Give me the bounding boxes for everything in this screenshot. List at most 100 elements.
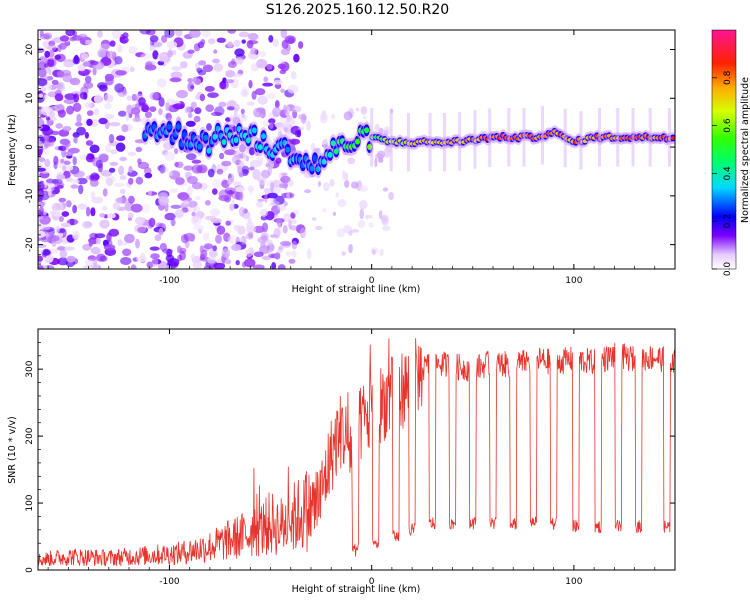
noise-speckle xyxy=(261,255,272,261)
noise-speckle xyxy=(283,179,288,191)
noise-speckle xyxy=(112,30,122,39)
snr-ticks: -100 0 100 0 100 200 300 xyxy=(25,328,676,587)
noise-speckle xyxy=(174,148,179,155)
ridge-streak xyxy=(443,112,446,172)
colorbar-tick-label: 0.6 xyxy=(723,118,733,133)
noise-speckle xyxy=(377,157,384,163)
noise-speckle xyxy=(116,135,126,142)
snr-panel: -100 0 100 0 100 200 300 Height of straight li… xyxy=(7,328,676,595)
noise-speckle xyxy=(311,217,317,221)
noise-speckle xyxy=(194,107,202,115)
noise-speckle xyxy=(64,93,77,100)
noise-speckle xyxy=(317,181,322,187)
noise-speckle xyxy=(244,258,256,268)
noise-speckle xyxy=(177,254,183,262)
noise-speckle xyxy=(45,253,54,263)
noise-speckle xyxy=(118,241,129,246)
noise-speckle xyxy=(115,142,126,152)
noise-speckle xyxy=(359,208,365,220)
noise-speckle xyxy=(294,130,301,138)
noise-speckle xyxy=(348,243,353,254)
noise-speckle xyxy=(344,172,349,182)
noise-speckle xyxy=(225,79,234,84)
noise-speckle xyxy=(53,155,59,166)
noise-speckle xyxy=(115,70,127,76)
noise-speckle xyxy=(137,158,142,165)
noise-speckle xyxy=(64,246,75,251)
noise-speckle xyxy=(127,212,134,219)
noise-speckle xyxy=(109,40,116,47)
noise-speckle xyxy=(179,61,188,69)
noise-speckle xyxy=(246,40,254,49)
colorbar-tick-label: 0.8 xyxy=(723,70,733,85)
noise-speckle xyxy=(149,44,156,52)
noise-speckle xyxy=(76,113,82,124)
noise-speckle xyxy=(225,220,232,226)
noise-speckle xyxy=(69,218,75,226)
noise-speckle xyxy=(92,174,100,180)
noise-speckle xyxy=(280,240,292,247)
noise-speckle xyxy=(224,187,236,195)
noise-speckle xyxy=(343,111,353,121)
noise-speckle xyxy=(262,82,273,87)
noise-speckle xyxy=(271,262,277,269)
noise-speckle xyxy=(113,182,125,187)
noise-speckle xyxy=(79,92,88,100)
ridge-streak xyxy=(668,108,671,167)
noise-speckle xyxy=(185,153,197,161)
noise-speckle xyxy=(141,104,150,113)
noise-speckle xyxy=(135,146,143,153)
noise-speckle xyxy=(233,108,238,119)
noise-speckle xyxy=(114,83,125,93)
ridge-core xyxy=(309,165,315,172)
noise-speckle xyxy=(239,206,246,217)
noise-speckle xyxy=(259,208,268,217)
noise-speckle xyxy=(47,68,52,75)
noise-speckle xyxy=(194,196,201,201)
noise-speckle xyxy=(135,238,140,249)
noise-speckle xyxy=(201,30,211,38)
noise-speckle xyxy=(227,41,234,48)
noise-speckle xyxy=(277,63,286,70)
noise-speckle xyxy=(116,196,128,204)
noise-speckle xyxy=(230,219,234,223)
noise-speckle xyxy=(164,212,176,221)
noise-speckle xyxy=(77,203,88,210)
noise-speckle xyxy=(49,111,55,118)
noise-speckle xyxy=(72,156,77,166)
y-tick-label: 200 xyxy=(25,427,35,444)
ridge-streak xyxy=(473,110,477,169)
noise-speckle xyxy=(47,44,57,52)
noise-speckle xyxy=(187,49,195,54)
noise-speckle xyxy=(275,157,282,164)
noise-speckle xyxy=(216,168,224,175)
noise-speckle xyxy=(197,228,203,234)
noise-speckle xyxy=(92,257,98,267)
noise-speckle xyxy=(249,166,255,171)
noise-speckle xyxy=(69,77,81,86)
noise-speckle xyxy=(374,123,380,132)
noise-speckle xyxy=(234,48,245,57)
noise-speckle xyxy=(315,226,323,230)
noise-speckle xyxy=(75,121,83,127)
noise-speckle xyxy=(59,249,68,259)
noise-speckle xyxy=(70,179,80,184)
noise-speckle xyxy=(56,184,64,189)
noise-speckle xyxy=(66,255,76,263)
y-tick-label: 20 xyxy=(25,44,35,56)
noise-speckle xyxy=(42,226,55,232)
noise-speckle xyxy=(94,233,106,239)
noise-speckle xyxy=(42,249,51,256)
noise-speckle xyxy=(48,248,59,254)
noise-speckle xyxy=(287,179,294,187)
noise-speckle xyxy=(287,84,299,94)
noise-speckle xyxy=(99,213,106,218)
ridge-streak xyxy=(631,108,635,167)
noise-speckle xyxy=(82,221,93,229)
noise-speckle xyxy=(84,39,93,45)
noise-speckle xyxy=(241,165,250,175)
noise-speckle xyxy=(135,176,144,185)
noise-speckle xyxy=(43,32,52,40)
noise-speckle xyxy=(91,196,104,204)
noise-speckle xyxy=(277,204,287,211)
